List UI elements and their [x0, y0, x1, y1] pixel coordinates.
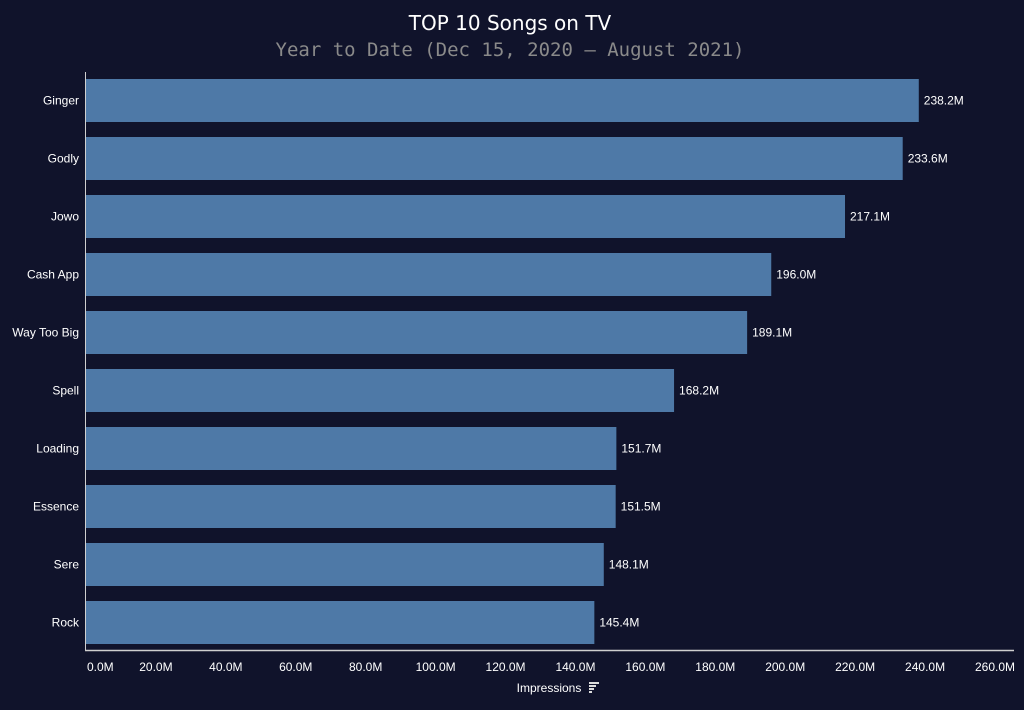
category-label: Ginger [43, 94, 79, 108]
bar-spell[interactable] [86, 369, 675, 412]
category-label: Cash App [27, 268, 79, 282]
bar-cash-app[interactable] [86, 253, 772, 296]
bar-rock[interactable] [86, 601, 595, 644]
category-label: Sere [54, 558, 80, 572]
x-tick-label: 60.0M [279, 660, 312, 674]
bar-way-too-big[interactable] [86, 311, 748, 354]
data-label: 196.0M [776, 268, 816, 282]
bar-godly[interactable] [86, 137, 903, 180]
x-tick-label: 120.0M [486, 660, 526, 674]
sort-icon[interactable] [589, 682, 599, 693]
data-label: 168.2M [679, 384, 719, 398]
category-label: Godly [48, 152, 79, 166]
chart-title: TOP 10 Songs on TV [408, 11, 612, 35]
data-label: 217.1M [850, 210, 890, 224]
category-label: Spell [52, 384, 79, 398]
x-tick-label: 260.0M [975, 660, 1015, 674]
x-tick-label: 140.0M [555, 660, 595, 674]
data-label: 148.1M [609, 558, 649, 572]
category-label: Loading [36, 442, 79, 456]
x-tick-label: 240.0M [905, 660, 945, 674]
category-label: Way Too Big [12, 326, 79, 340]
x-axis-label: Impressions [517, 681, 582, 695]
category-label: Jowo [51, 210, 79, 224]
x-tick-label: 180.0M [695, 660, 735, 674]
bar-sere[interactable] [86, 543, 604, 586]
category-label: Rock [52, 616, 80, 630]
data-label: 145.4M [599, 616, 639, 630]
x-tick-label: 200.0M [765, 660, 805, 674]
data-label: 238.2M [924, 94, 964, 108]
chart-subtitle: Year to Date (Dec 15, 2020 — August 2021… [276, 39, 745, 61]
data-label: 151.7M [621, 442, 661, 456]
x-tick-label: 0.0M [87, 660, 114, 674]
x-tick-label: 40.0M [209, 660, 242, 674]
category-label: Essence [33, 500, 79, 514]
data-label: 189.1M [752, 326, 792, 340]
x-tick-label: 100.0M [416, 660, 456, 674]
bar-jowo[interactable] [86, 195, 846, 238]
x-tick-label: 20.0M [139, 660, 172, 674]
bar-ginger[interactable] [86, 79, 919, 122]
x-tick-label: 80.0M [349, 660, 382, 674]
bar-essence[interactable] [86, 485, 616, 528]
data-label: 233.6M [908, 152, 948, 166]
bar-loading[interactable] [86, 427, 617, 470]
x-tick-label: 220.0M [835, 660, 875, 674]
data-label: 151.5M [621, 500, 661, 514]
x-tick-label: 160.0M [625, 660, 665, 674]
